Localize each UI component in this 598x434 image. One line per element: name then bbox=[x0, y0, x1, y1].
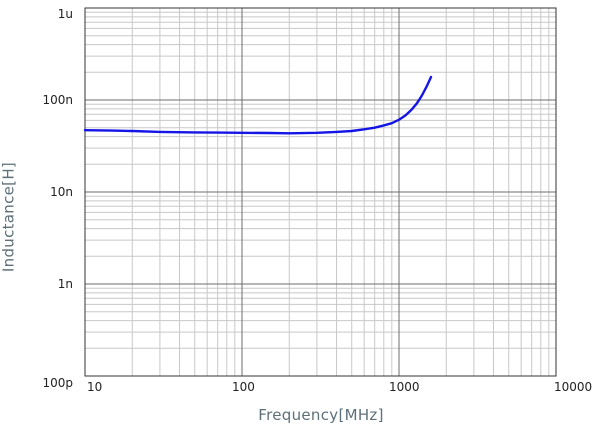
y-tick-label: 10n bbox=[50, 185, 73, 199]
x-axis-title: Frequency[MHz] bbox=[258, 406, 384, 424]
y-tick-label: 1n bbox=[58, 277, 73, 291]
major-gridlines bbox=[85, 8, 556, 376]
y-tick-label: 1u bbox=[58, 7, 73, 21]
y-axis-title: Inductance[H] bbox=[0, 161, 18, 273]
x-tick-label: 10 bbox=[87, 380, 102, 394]
series-layer bbox=[83, 75, 433, 135]
y-tick-label: 100n bbox=[42, 93, 73, 107]
x-tick-label: 100 bbox=[232, 380, 255, 394]
x-tick-label: 10000 bbox=[554, 380, 592, 394]
y-tick-label: 100p bbox=[42, 376, 73, 390]
inductance-series-line bbox=[83, 75, 433, 135]
x-tick-labels: 10 100 1000 10000 bbox=[87, 380, 592, 394]
x-tick-label: 1000 bbox=[389, 380, 420, 394]
y-tick-labels: 100p 1n 10n 100n 1u bbox=[42, 7, 73, 390]
plot-frame bbox=[84, 7, 557, 377]
